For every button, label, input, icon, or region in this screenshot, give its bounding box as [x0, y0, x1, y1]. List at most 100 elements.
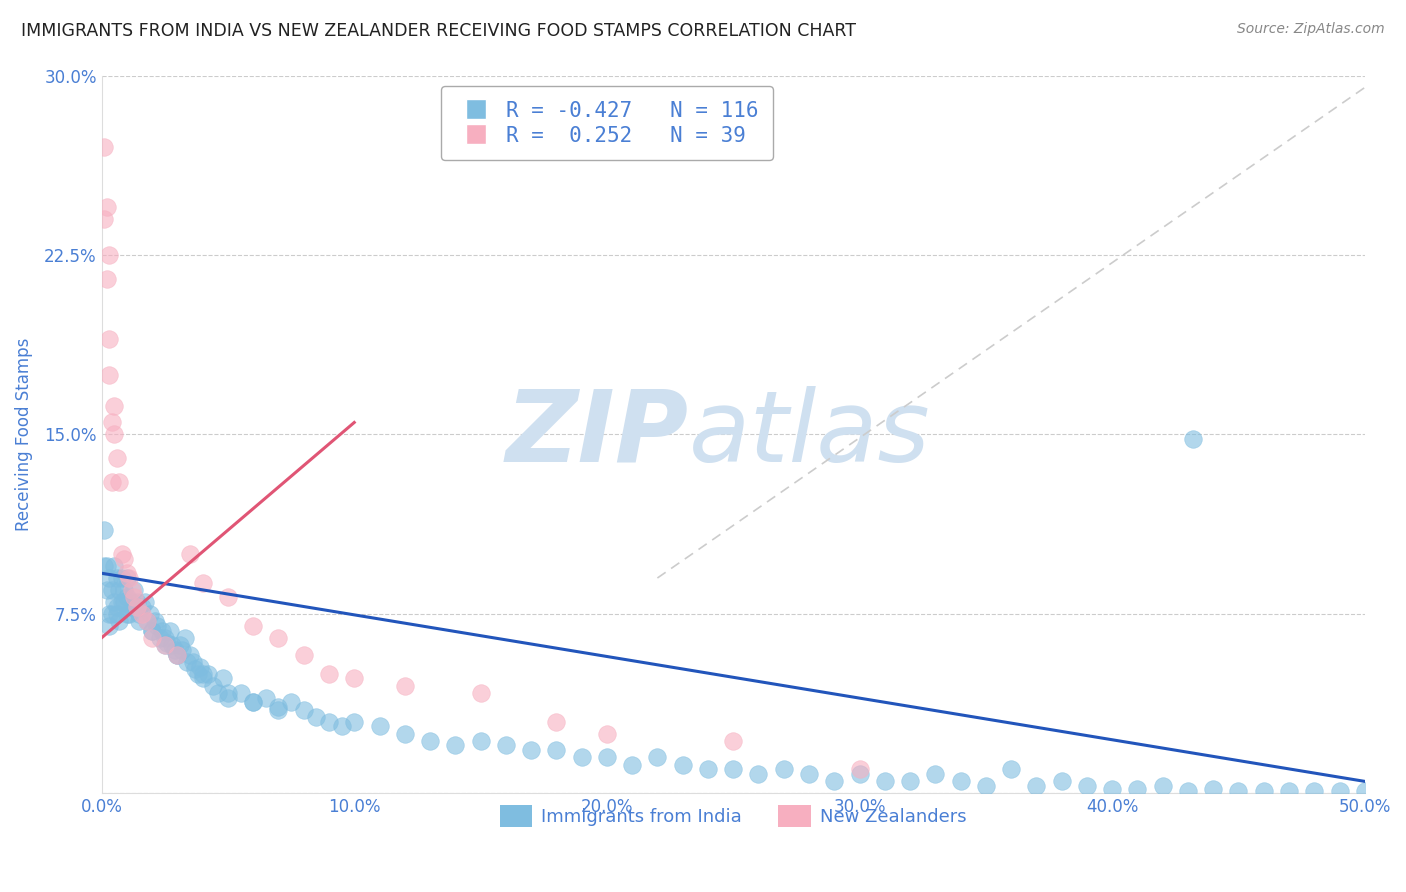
Point — [100, 582, 122, 597]
Point — [848, 767, 870, 781]
Point — [1025, 779, 1047, 793]
Point — [121, 599, 143, 614]
Point — [191, 672, 214, 686]
Point — [150, 624, 173, 638]
Point — [176, 655, 198, 669]
Point — [823, 774, 845, 789]
Point — [394, 679, 416, 693]
Point — [184, 662, 207, 676]
Point — [419, 733, 441, 747]
Point — [100, 475, 122, 490]
Point — [128, 614, 150, 628]
Point — [495, 739, 517, 753]
Point — [280, 695, 302, 709]
Point — [141, 631, 163, 645]
Point — [242, 695, 264, 709]
Point — [191, 666, 214, 681]
Point — [166, 648, 188, 662]
Point — [159, 624, 181, 638]
Point — [100, 416, 122, 430]
Point — [103, 559, 125, 574]
Point — [292, 703, 315, 717]
Point — [141, 624, 163, 638]
Point — [470, 686, 492, 700]
Point — [163, 642, 186, 657]
Point — [267, 703, 290, 717]
Point — [191, 575, 214, 590]
Point — [596, 750, 619, 764]
Point — [318, 666, 340, 681]
Point — [115, 566, 138, 581]
Point — [1303, 784, 1326, 798]
Point — [118, 571, 141, 585]
Point — [217, 686, 239, 700]
Point — [112, 552, 135, 566]
Point — [596, 726, 619, 740]
Point — [112, 582, 135, 597]
Point — [394, 726, 416, 740]
Point — [721, 733, 744, 747]
Point — [121, 595, 143, 609]
Point — [125, 599, 148, 614]
Point — [98, 571, 121, 585]
Text: atlas: atlas — [689, 386, 931, 483]
Point — [108, 614, 131, 628]
Point — [181, 655, 204, 669]
Point — [115, 571, 138, 585]
Point — [115, 607, 138, 621]
Point — [721, 763, 744, 777]
Point — [124, 590, 146, 604]
Point — [103, 427, 125, 442]
Point — [207, 686, 229, 700]
Point — [153, 638, 176, 652]
Point — [125, 595, 148, 609]
Point — [105, 607, 128, 621]
Point — [136, 614, 159, 628]
Point — [1050, 774, 1073, 789]
Point — [924, 767, 946, 781]
Point — [100, 607, 122, 621]
Point — [143, 614, 166, 628]
Point — [96, 272, 118, 286]
Point — [1182, 432, 1205, 446]
Point — [187, 666, 209, 681]
Point — [1000, 763, 1022, 777]
Point — [166, 648, 188, 662]
Point — [136, 614, 159, 628]
Point — [174, 631, 197, 645]
Point — [848, 763, 870, 777]
Point — [343, 672, 366, 686]
Point — [1329, 784, 1351, 798]
Point — [772, 763, 794, 777]
Point — [121, 582, 143, 597]
Point — [111, 571, 134, 585]
Point — [974, 779, 997, 793]
Point — [169, 638, 191, 652]
Point — [217, 590, 239, 604]
Point — [98, 248, 121, 262]
Point — [98, 332, 121, 346]
Point — [546, 743, 568, 757]
Point — [470, 733, 492, 747]
Point — [330, 719, 353, 733]
Point — [108, 582, 131, 597]
Point — [242, 619, 264, 633]
Point — [1101, 781, 1123, 796]
Point — [146, 619, 169, 633]
Point — [444, 739, 467, 753]
Point — [571, 750, 593, 764]
Point — [212, 672, 235, 686]
Point — [149, 631, 172, 645]
Point — [267, 700, 290, 714]
Point — [217, 690, 239, 705]
Point — [1354, 784, 1376, 798]
Y-axis label: Receiving Food Stamps: Receiving Food Stamps — [15, 338, 32, 531]
Point — [254, 690, 277, 705]
Point — [949, 774, 972, 789]
Point — [242, 695, 264, 709]
Text: Source: ZipAtlas.com: Source: ZipAtlas.com — [1237, 22, 1385, 37]
Point — [267, 631, 290, 645]
Point — [179, 547, 201, 561]
Point — [98, 368, 121, 382]
Point — [98, 607, 121, 621]
